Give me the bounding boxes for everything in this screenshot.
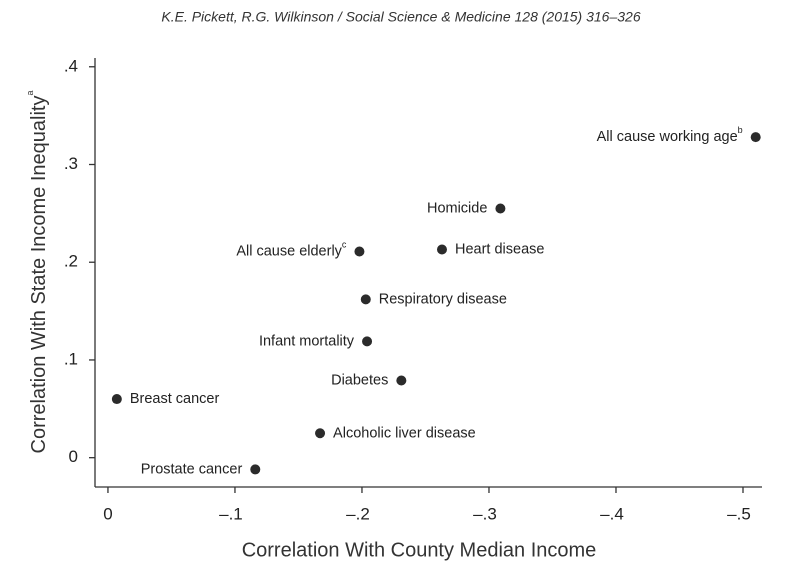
y-tick-label: 0	[69, 447, 78, 466]
point-label: Infant mortality	[259, 333, 355, 349]
point-label: Prostate cancer	[141, 461, 243, 477]
point-label: All cause elderlyc	[236, 240, 347, 259]
point-label-text: Homicide	[427, 200, 487, 216]
point-label-text: All cause working age	[597, 129, 738, 145]
point	[436, 244, 447, 255]
point-label: Diabetes	[331, 372, 388, 388]
y-axis-title: Correlation With State Income Inequality…	[25, 91, 50, 454]
x-tick-label: 0	[103, 504, 112, 523]
x-tick-label: –.3	[473, 504, 497, 523]
point-label-text: Infant mortality	[259, 333, 355, 349]
x-tick-label: –.2	[346, 504, 370, 523]
point-label-sup: c	[342, 240, 347, 250]
point-label-text: All cause elderly	[236, 243, 342, 259]
point	[315, 428, 326, 439]
point-label: Heart disease	[455, 241, 544, 257]
y-tick-label: .3	[64, 154, 78, 173]
point-label-text: Diabetes	[331, 372, 388, 388]
y-axis-title-sup: a	[25, 91, 35, 96]
header: K.E. Pickett, R.G. Wilkinson / Social Sc…	[161, 9, 640, 25]
point	[396, 375, 407, 386]
point-label: Homicide	[427, 200, 487, 216]
point-label-text: Prostate cancer	[141, 461, 243, 477]
y-axis-title-text: Correlation With State Income Inequality	[28, 96, 50, 454]
point	[111, 394, 122, 405]
point-label-text: Respiratory disease	[379, 291, 507, 307]
point-label: Respiratory disease	[379, 291, 507, 307]
point-label-sup: b	[738, 126, 743, 136]
x-tick-label: –.5	[727, 504, 751, 523]
point	[362, 336, 373, 347]
x-axis-title: Correlation With County Median Income	[242, 539, 597, 561]
point-label-text: Heart disease	[455, 241, 544, 257]
x-tick-label: –.4	[600, 504, 624, 523]
point-label: Breast cancer	[130, 391, 220, 407]
point-label: All cause working ageb	[597, 126, 743, 145]
y-tick-label: .1	[64, 349, 78, 368]
point	[750, 132, 761, 143]
point	[250, 464, 261, 475]
point	[354, 246, 365, 257]
point	[360, 294, 371, 305]
x-tick-label: –.1	[219, 504, 243, 523]
y-tick-label: .4	[64, 56, 78, 75]
point	[495, 203, 506, 214]
point-label: Alcoholic liver disease	[333, 425, 476, 441]
point-label-text: Alcoholic liver disease	[333, 425, 476, 441]
point-label-text: Breast cancer	[130, 391, 220, 407]
y-tick-label: .2	[64, 252, 78, 271]
